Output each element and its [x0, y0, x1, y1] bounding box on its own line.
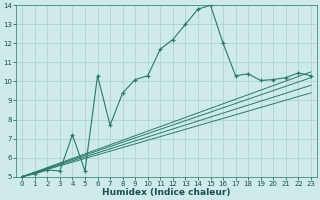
X-axis label: Humidex (Indice chaleur): Humidex (Indice chaleur)	[102, 188, 231, 197]
